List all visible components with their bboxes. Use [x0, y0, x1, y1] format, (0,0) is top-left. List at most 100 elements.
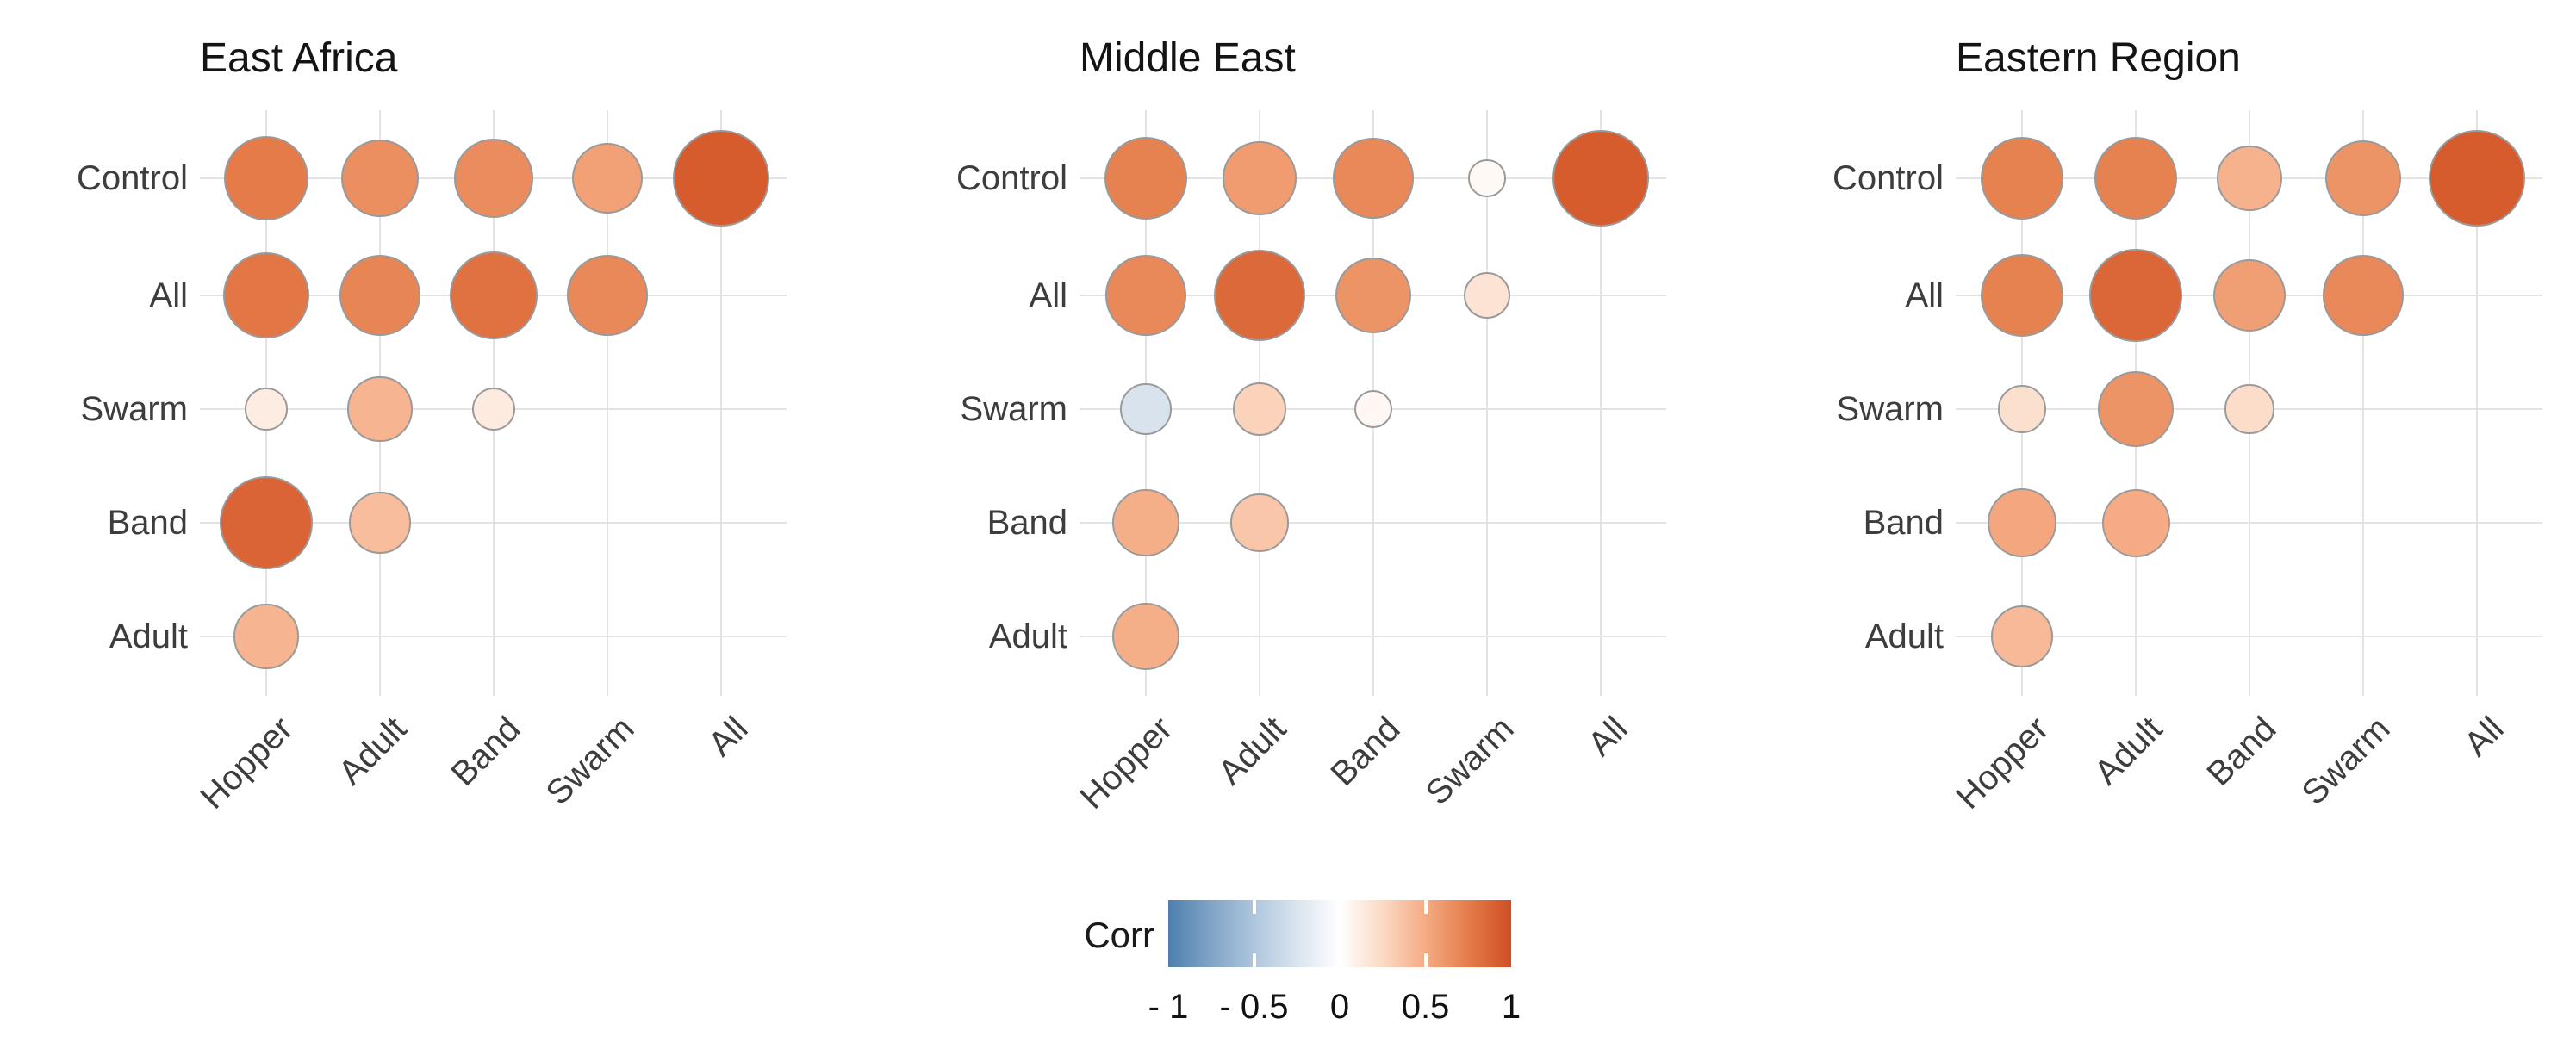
corr-circle [571, 142, 644, 214]
horizontal-gridline [200, 522, 787, 524]
corr-circle [1987, 487, 2057, 558]
corr-circle [1104, 136, 1188, 220]
y-axis-label: Adult [109, 618, 188, 655]
corr-circle [1990, 605, 2054, 668]
corr-circle [222, 251, 310, 339]
legend-tick-mark [1338, 900, 1341, 914]
corr-circle [1120, 383, 1172, 435]
corr-circle [233, 604, 299, 669]
x-axis-label: All [2456, 710, 2511, 764]
corr-circle [2428, 129, 2526, 227]
y-axis-label: Band [1863, 504, 1944, 542]
corr-circle [1213, 249, 1306, 342]
vertical-gridline [1486, 110, 1488, 696]
corr-circle [1223, 141, 1297, 215]
y-axis-label: Control [1832, 159, 1944, 197]
corr-circle [1105, 255, 1186, 336]
corr-circle [347, 376, 413, 442]
legend-title: Corr [1084, 915, 1154, 955]
corr-circle [245, 388, 288, 431]
horizontal-gridline [1080, 522, 1666, 524]
corr-circle [1463, 271, 1510, 319]
y-axis-label: Swarm [960, 390, 1067, 428]
corr-circle [567, 255, 648, 336]
corr-circle [1112, 489, 1179, 556]
panel-title: East Africa [200, 35, 398, 81]
horizontal-gridline [1956, 636, 2542, 637]
panel-title: Eastern Region [1956, 35, 2241, 81]
legend-tick-label: - 0.5 [1219, 988, 1289, 1026]
x-axis-label: Hopper [1073, 710, 1180, 816]
legend-tick-mark [1423, 953, 1428, 967]
x-axis-label: All [700, 710, 756, 764]
corr-circle [1112, 603, 1179, 670]
y-axis-label: Control [956, 159, 1067, 197]
vertical-gridline [720, 110, 722, 696]
x-axis-label: Hopper [1949, 710, 2056, 816]
corr-circle [1552, 130, 1649, 227]
corr-circle [2324, 140, 2402, 217]
vertical-gridline [1600, 110, 1602, 696]
legend-tick-label: 0.5 [1401, 988, 1450, 1026]
x-axis-label: Swarm [2293, 710, 2398, 813]
y-axis-label: All [149, 276, 188, 314]
corr-circle [1980, 253, 2064, 338]
y-axis-label: Swarm [80, 390, 188, 428]
corr-circle [2101, 488, 2170, 557]
y-axis-label: Adult [988, 618, 1067, 655]
x-axis-label: Swarm [538, 710, 642, 813]
vertical-gridline [2362, 110, 2364, 696]
y-axis-label: All [1905, 276, 1944, 314]
corr-circle [454, 139, 533, 218]
corr-circle [1998, 385, 2046, 433]
corr-circle [2323, 255, 2404, 336]
legend-tick-mark [1252, 900, 1256, 914]
corr-circle [1354, 390, 1392, 428]
vertical-gridline [2476, 110, 2478, 696]
corr-circle [349, 492, 411, 554]
corr-circle [339, 254, 421, 337]
corr-circle [340, 139, 420, 218]
legend-tick-mark [1423, 900, 1428, 914]
horizontal-gridline [1080, 636, 1666, 637]
panel-title: Middle East [1080, 35, 1296, 81]
corr-circle [1333, 138, 1414, 219]
x-axis-label: Hopper [193, 710, 301, 816]
legend-tick-label: - 1 [1148, 988, 1189, 1026]
corr-circle [2089, 249, 2182, 342]
y-axis-label: Adult [1864, 618, 1944, 655]
corr-circle [471, 387, 516, 431]
legend-tick-mark [1338, 953, 1341, 967]
x-axis-label: Adult [331, 710, 414, 792]
corr-circle [2094, 136, 2178, 220]
y-axis-label: Band [986, 504, 1067, 542]
corr-circle [1980, 136, 2064, 220]
horizontal-gridline [200, 636, 787, 637]
corr-circle [449, 251, 538, 340]
corr-circle [1335, 257, 1412, 334]
corr-circle [219, 475, 314, 570]
corr-circle [673, 130, 769, 227]
corr-circle [1468, 159, 1506, 197]
x-axis-label: Band [2199, 710, 2284, 794]
x-axis-label: All [1580, 710, 1635, 764]
x-axis-label: Adult [1210, 710, 1294, 792]
corr-circle [1230, 493, 1289, 552]
corr-circle [223, 135, 309, 221]
corr-circle [2224, 384, 2274, 434]
x-axis-label: Band [1322, 710, 1408, 794]
legend-tick-label: 1 [1501, 988, 1521, 1026]
legend-tick-label: 0 [1329, 988, 1350, 1026]
horizontal-gridline [1956, 522, 2542, 524]
corr-circle [1233, 382, 1286, 436]
corr-circle [2097, 370, 2175, 448]
y-axis-label: Swarm [1836, 390, 1944, 428]
x-axis-label: Swarm [1417, 710, 1521, 813]
vertical-gridline [607, 110, 608, 696]
legend-tick-mark [1252, 953, 1256, 967]
x-axis-label: Adult [2087, 710, 2170, 792]
y-axis-label: Band [107, 504, 188, 542]
y-axis-label: Control [77, 159, 188, 197]
corr-circle [2212, 258, 2287, 332]
